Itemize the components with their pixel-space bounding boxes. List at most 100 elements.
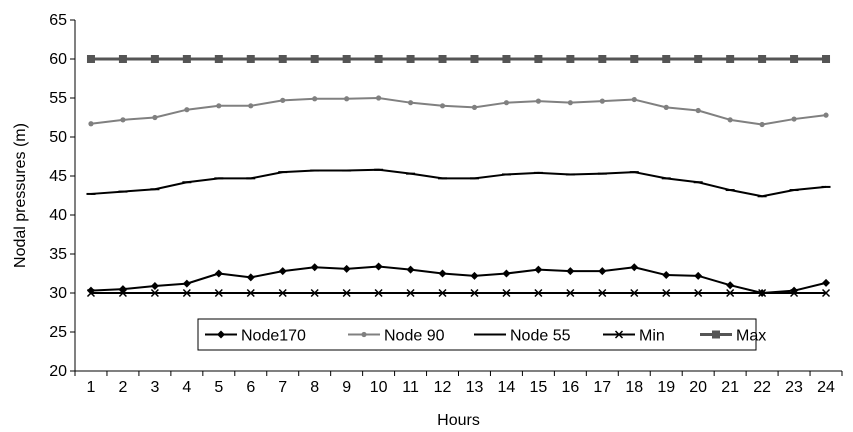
legend-marker [614,330,624,339]
data-point [726,55,735,63]
data-point [438,269,447,278]
data-point [598,267,607,276]
data-point [694,55,703,63]
data-point [344,96,350,102]
data-point [439,103,446,109]
legend-marker [217,330,225,339]
x-tick-label: 7 [278,379,287,396]
data-point [310,55,319,63]
series-line [90,168,827,198]
y-tick-label: 60 [49,51,67,68]
x-tick-label: 19 [657,379,675,396]
data-point [150,55,159,63]
x-tick-label: 24 [817,379,835,396]
series-max [86,55,831,63]
data-point [376,95,382,101]
x-tick-label: 5 [214,379,223,396]
data-point [88,121,94,127]
x-tick-label: 20 [689,379,707,396]
x-tick-label: 14 [498,379,516,396]
legend-label: Node 55 [510,328,571,345]
data-point [821,288,831,298]
x-tick-label: 21 [721,379,739,396]
data-point [120,117,126,123]
x-tick-label: 22 [753,379,771,396]
data-point [727,117,733,123]
x-tick-label: 10 [370,379,388,396]
data-point [822,278,831,287]
x-tick-label: 3 [150,379,159,396]
data-point [374,288,383,298]
data-point [278,55,287,63]
legend-item: Min [603,328,665,345]
y-tick-label: 45 [49,168,67,185]
series-layer [86,55,831,298]
data-point [503,100,510,106]
y-tick-label: 50 [49,129,67,146]
data-point [280,97,286,103]
legend-item: Node170 [205,328,306,345]
data-point [342,55,351,63]
x-tick-label: 13 [466,379,484,396]
data-point [566,55,575,63]
data-point [118,288,127,298]
x-tick-label: 1 [87,379,96,396]
data-point [662,55,671,63]
x-tick-label: 2 [118,379,127,396]
data-point [152,114,158,121]
series-line [90,97,827,126]
x-tick-label: 6 [246,379,255,396]
data-point [790,288,799,298]
data-point [374,55,383,63]
data-point [471,104,478,110]
data-point [534,265,543,274]
data-point [566,267,575,276]
y-tick-label: 40 [49,207,67,224]
data-point [470,271,479,280]
data-point [470,55,479,63]
x-tick-label: 23 [785,379,803,396]
data-point [438,288,447,298]
data-point [118,55,127,63]
data-point [630,288,639,298]
x-tick-label: 11 [402,379,419,396]
data-point [182,288,191,298]
data-point [184,107,190,113]
data-point [278,288,287,298]
y-axis-ticks: 20 25 30 35 40 45 50 55 60 65 [49,12,75,380]
data-point [823,112,829,118]
data-point [598,288,607,298]
data-point [216,103,222,109]
data-point [248,103,254,109]
data-point [662,271,671,280]
data-point [534,288,543,298]
x-tick-label: 8 [310,379,319,396]
data-point [150,288,159,298]
data-point [182,279,191,288]
data-point [438,55,447,63]
data-point [598,55,607,63]
data-point [566,288,575,298]
series-node170 [86,262,831,297]
y-axis-title: Nodal pressures (m) [12,123,29,268]
data-point [695,107,701,114]
x-tick-label: 15 [529,379,547,396]
data-point [758,288,767,298]
data-point [246,288,255,298]
data-point [374,262,383,271]
data-point [502,269,511,278]
x-tick-label: 9 [342,379,351,396]
data-point [310,288,319,298]
data-point [406,288,415,298]
data-point [214,269,223,278]
legend-label: Node170 [241,328,306,345]
x-axis-title: Hours [437,412,480,429]
data-point [150,281,159,290]
data-point [726,288,735,298]
y-tick-label: 55 [49,90,67,107]
data-point [663,104,669,110]
legend-item: Node 90 [348,328,445,345]
data-point [567,100,573,106]
data-point [534,55,543,63]
data-point [182,55,191,63]
